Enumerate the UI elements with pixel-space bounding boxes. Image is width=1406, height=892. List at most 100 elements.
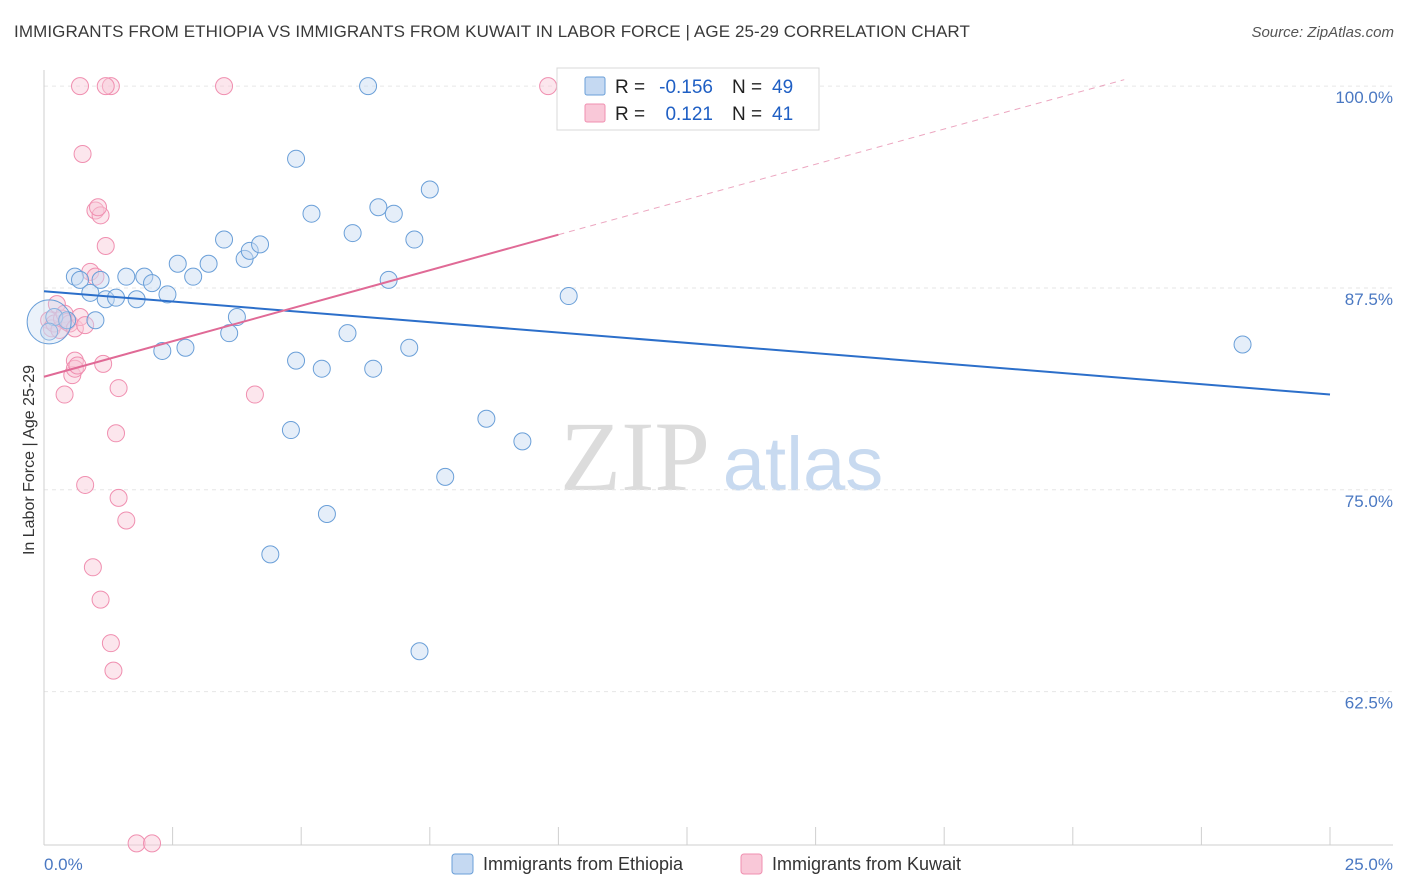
ethiopia-series	[26, 77, 1252, 661]
ethiopia-point-38	[420, 180, 439, 199]
kuwait-series	[40, 77, 558, 853]
ethiopia-point-37	[405, 230, 424, 249]
kuwait-point-39	[215, 77, 234, 96]
ethiopia-point-31	[359, 77, 378, 96]
y-tick-labels: 62.5% 75.0% 87.5% 100.0%	[1335, 88, 1393, 712]
kuwait-point-22	[83, 558, 102, 577]
legend-n-value-ethiopia: 49	[772, 77, 793, 98]
kuwait-trend-line-dashed	[558, 79, 1125, 236]
kuwait-point-40	[245, 385, 264, 404]
ethiopia-point-29	[338, 324, 357, 343]
ethiopia-point-42	[513, 432, 532, 451]
kuwait-point-29	[101, 77, 120, 96]
ethiopia-point-6	[117, 267, 136, 286]
kuwait-point-33	[107, 424, 126, 443]
ethiopia-point-28	[317, 505, 336, 524]
kuwait-point-16	[76, 316, 95, 335]
kuwait-point-30	[96, 77, 115, 96]
kuwait-point-10	[55, 385, 74, 404]
kuwait-point-34	[109, 379, 128, 398]
ethiopia-point-44	[1233, 335, 1252, 354]
ethiopia-point-1	[71, 270, 90, 289]
ethiopia-point-12	[168, 254, 187, 273]
ethiopia-point-11	[153, 341, 172, 360]
ethiopia-point-16	[215, 230, 234, 249]
bottom-legend-label-kuwait: Immigrants from Kuwait	[772, 854, 961, 874]
y-tick-label-2: 87.5%	[1345, 290, 1393, 309]
trend-lines	[43, 79, 1331, 396]
ethiopia-point-22	[261, 545, 280, 564]
ethiopia-point-23	[287, 351, 306, 370]
grid-lines	[44, 85, 1393, 693]
ethiopia-point-21	[251, 235, 270, 254]
legend-swatch-kuwait	[584, 103, 606, 123]
legend-n-label-ethiopia: N =	[732, 77, 762, 98]
ethiopia-point-40	[436, 467, 455, 486]
chart-source: Source: ZipAtlas.com	[1251, 24, 1394, 41]
legend-n-value-kuwait: 41	[772, 104, 793, 125]
bottom-legend-swatch-kuwait	[740, 853, 763, 875]
axes	[43, 70, 1393, 846]
ethiopia-point-0	[65, 267, 84, 286]
ethiopia-point-26	[302, 204, 321, 223]
legend-n-label-kuwait: N =	[732, 104, 762, 125]
ethiopia-point-10	[158, 285, 177, 304]
kuwait-point-38	[143, 834, 162, 853]
legend-r-value-kuwait: 0.121	[665, 104, 713, 125]
kuwait-trend-line	[43, 233, 559, 378]
kuwait-point-31	[101, 634, 120, 653]
ethiopia-point-47	[40, 322, 59, 341]
ethiopia-cluster-point	[26, 299, 72, 345]
ethiopia-point-43	[559, 287, 578, 306]
y-axis-title: In Labor Force | Age 25-29	[21, 365, 38, 555]
ethiopia-point-36	[400, 338, 419, 357]
kuwait-point-35	[109, 488, 128, 507]
ethiopia-point-39	[410, 642, 429, 661]
ethiopia-point-9	[143, 274, 162, 293]
ethiopia-point-14	[184, 267, 203, 286]
kuwait-point-27	[91, 590, 110, 609]
kuwait-point-36	[117, 511, 136, 530]
ethiopia-point-32	[364, 359, 383, 378]
y-tick-label-1: 75.0%	[1345, 492, 1393, 511]
kuwait-point-37	[127, 834, 146, 853]
x-tick-label-min: 0.0%	[44, 855, 83, 874]
ethiopia-point-20	[240, 241, 259, 260]
kuwait-point-25	[89, 198, 108, 217]
kuwait-point-17	[71, 77, 90, 96]
series-legend: Immigrants from Ethiopia Immigrants from…	[451, 853, 961, 875]
kuwait-point-21	[86, 267, 105, 286]
y-tick-label-3: 100.0%	[1335, 88, 1393, 107]
ethiopia-point-30	[343, 224, 362, 243]
ethiopia-point-2	[81, 283, 100, 302]
ethiopia-trend-line	[43, 290, 1331, 396]
kuwait-point-32	[104, 661, 123, 680]
kuwait-point-18	[73, 144, 92, 163]
correlation-legend: R = -0.156 N = 49 R = 0.121 N = 41	[556, 67, 820, 131]
ethiopia-point-27	[312, 359, 331, 378]
ethiopia-point-35	[384, 204, 403, 223]
y-tick-label-0: 62.5%	[1345, 694, 1393, 713]
legend-r-value-ethiopia: -0.156	[659, 77, 713, 98]
legend-swatch-ethiopia	[584, 76, 606, 96]
bottom-legend-swatch-ethiopia	[451, 853, 474, 875]
ethiopia-point-25	[287, 149, 306, 168]
legend-r-label-ethiopia: R =	[615, 77, 645, 98]
ethiopia-point-8	[135, 267, 154, 286]
ethiopia-point-24	[281, 421, 300, 440]
ethiopia-point-48	[86, 311, 105, 330]
ethiopia-point-13	[176, 338, 195, 357]
legend-r-label-kuwait: R =	[615, 104, 645, 125]
chart-title: IMMIGRANTS FROM ETHIOPIA VS IMMIGRANTS F…	[14, 22, 970, 41]
watermark-atlas: atlas	[723, 422, 884, 507]
ethiopia-point-33	[369, 198, 388, 217]
kuwait-point-26	[96, 236, 115, 255]
bottom-legend-label-ethiopia: Immigrants from Ethiopia	[483, 854, 684, 874]
kuwait-point-23	[86, 201, 105, 220]
kuwait-point-19	[76, 475, 95, 494]
watermark-zip: ZIP	[560, 401, 710, 512]
kuwait-point-41	[539, 77, 558, 96]
ethiopia-point-15	[199, 254, 218, 273]
ethiopia-point-41	[477, 409, 496, 428]
